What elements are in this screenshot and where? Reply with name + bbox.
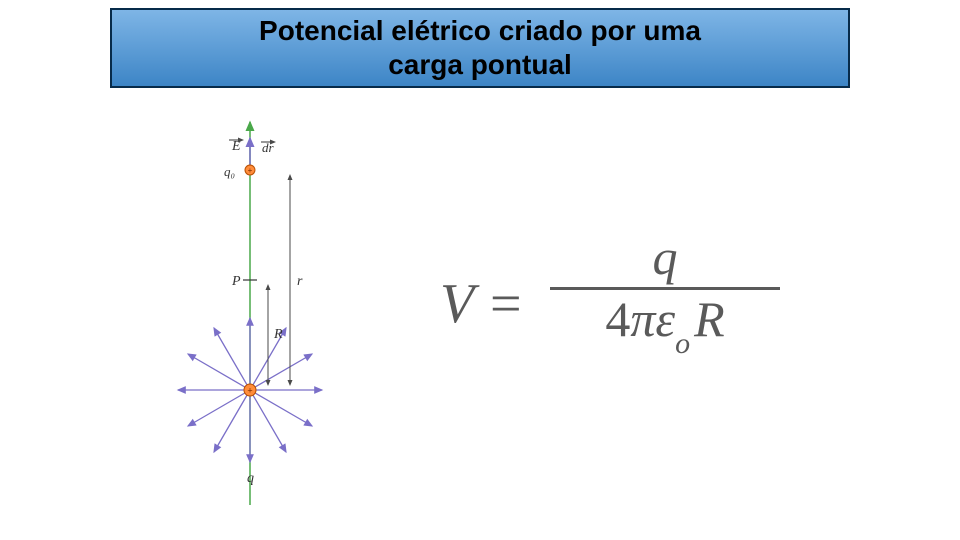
label-q0: q₀ — [224, 164, 235, 179]
formula-denominator: 4πεoR — [550, 292, 780, 354]
label-R: R — [273, 327, 283, 342]
den-eps-sub: o — [675, 327, 690, 360]
den-R: R — [694, 291, 725, 347]
den-pi: π — [630, 291, 655, 347]
label-r: r — [297, 274, 303, 289]
formula-equals: = — [490, 272, 522, 336]
den-eps: ε — [655, 291, 675, 347]
label-q: q — [247, 471, 254, 486]
fraction-bar — [550, 287, 780, 290]
title-box: Potencial elétrico criado por umacarga p… — [110, 8, 850, 88]
diagram-svg: E dr + q₀ P R r + q — [150, 110, 350, 510]
formula-fraction: q 4πεoR — [550, 230, 780, 354]
point-charge-diagram: E dr + q₀ P R r + q — [150, 110, 350, 510]
den-4: 4 — [605, 291, 630, 347]
slide-title: Potencial elétrico criado por umacarga p… — [259, 14, 701, 81]
title-line1: Potencial elétrico criado por umacarga p… — [259, 15, 701, 80]
label-P: P — [231, 274, 241, 289]
plus-icon: + — [248, 166, 253, 175]
formula-lhs: V — [440, 272, 474, 336]
formula-numerator: q — [550, 230, 780, 285]
plus-icon: + — [247, 386, 252, 396]
formula: V = q 4πεoR — [440, 230, 840, 370]
label-E: E — [231, 139, 241, 154]
